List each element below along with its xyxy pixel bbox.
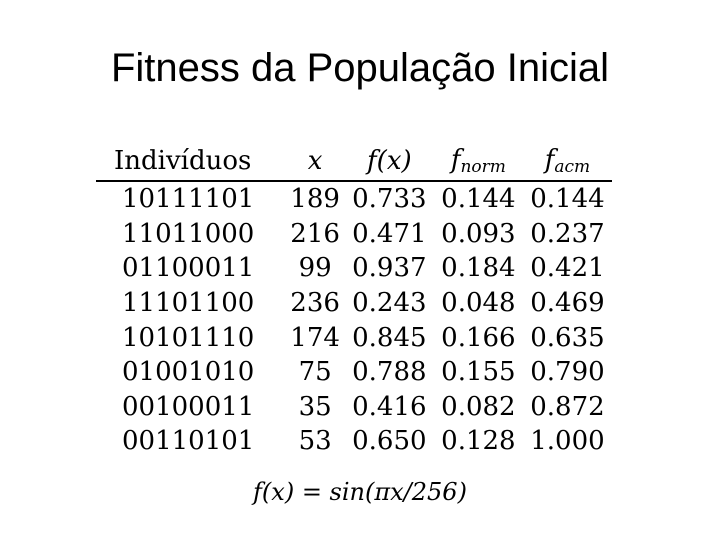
cell-fnorm: 0.082	[441, 391, 516, 422]
cell-fnorm: 0.184	[441, 253, 516, 284]
cell-fx: 0.937	[352, 253, 427, 284]
header-fx: f(x)	[344, 142, 434, 182]
cell-fx: 0.243	[352, 288, 427, 319]
table-row: 01001010 75 0.788 0.155 0.790	[96, 355, 612, 390]
cell-fx: 0.788	[352, 357, 427, 388]
cell-individual: 11101100	[122, 288, 255, 319]
fitness-formula: f(x) = sin(πx/256)	[253, 478, 467, 506]
cell-fx: 0.471	[352, 218, 427, 249]
table-row: 11101100 236 0.243 0.048 0.469	[96, 286, 612, 321]
cell-x: 236	[290, 288, 340, 319]
table-row: 00110101 53 0.650 0.128 1.000	[96, 424, 612, 459]
cell-individual: 00110101	[122, 426, 255, 457]
cell-fnorm: 0.144	[441, 184, 516, 215]
slide-title: Fitness da População Inicial	[110, 46, 610, 90]
cell-x: 216	[290, 218, 340, 249]
cell-fx: 0.733	[352, 184, 427, 215]
cell-facm: 0.872	[530, 391, 605, 422]
table-row: 10101110 174 0.845 0.166 0.635	[96, 320, 612, 355]
fitness-table: Indivíduos x f(x) fnorm facm 10111101 18…	[96, 142, 612, 459]
header-fnorm: fnorm	[433, 142, 523, 182]
cell-facm: 0.790	[530, 357, 605, 388]
table-row: 10111101 189 0.733 0.144 0.144	[96, 181, 612, 217]
header-x: x	[285, 142, 345, 182]
cell-fx: 0.416	[352, 391, 427, 422]
cell-facm: 0.469	[530, 288, 605, 319]
cell-x: 75	[298, 357, 332, 388]
cell-x: 189	[290, 184, 340, 215]
cell-fx: 0.650	[352, 426, 427, 457]
header-facm-sub: acm	[554, 157, 591, 177]
cell-individual: 11011000	[122, 218, 255, 249]
cell-fnorm: 0.166	[441, 322, 516, 353]
cell-individual: 01100011	[122, 253, 255, 284]
cell-x: 99	[298, 253, 332, 284]
header-fx-label: f(x)	[367, 146, 412, 176]
cell-fx: 0.845	[352, 322, 427, 353]
table-header-row: Indivíduos x f(x) fnorm facm	[96, 142, 612, 182]
cell-facm: 0.635	[530, 322, 605, 353]
cell-individual: 00100011	[122, 391, 255, 422]
cell-fnorm: 0.155	[441, 357, 516, 388]
table-row: 00100011 35 0.416 0.082 0.872	[96, 390, 612, 425]
cell-facm: 0.421	[530, 253, 605, 284]
header-facm-base: f	[544, 145, 555, 175]
header-x-label: x	[307, 146, 323, 176]
cell-individual: 01001010	[122, 357, 255, 388]
cell-x: 53	[298, 426, 332, 457]
cell-individual: 10111101	[122, 184, 255, 215]
cell-x: 35	[298, 391, 332, 422]
cell-fnorm: 0.093	[441, 218, 516, 249]
header-facm: facm	[522, 142, 612, 182]
header-individuals: Indivíduos	[96, 142, 286, 182]
header-fnorm-sub: norm	[460, 157, 506, 177]
cell-facm: 0.144	[530, 184, 605, 215]
cell-facm: 0.237	[530, 218, 605, 249]
cell-individual: 10101110	[122, 322, 255, 353]
cell-fnorm: 0.048	[441, 288, 516, 319]
table-row: 11011000 216 0.471 0.093 0.237	[96, 217, 612, 252]
fitness-table-container: Indivíduos x f(x) fnorm facm 10111101 18…	[96, 142, 612, 459]
cell-facm: 1.000	[530, 426, 605, 457]
table-row: 01100011 99 0.937 0.184 0.421	[96, 251, 612, 286]
cell-fnorm: 0.128	[441, 426, 516, 457]
cell-x: 174	[290, 322, 340, 353]
header-fnorm-base: f	[450, 145, 461, 175]
